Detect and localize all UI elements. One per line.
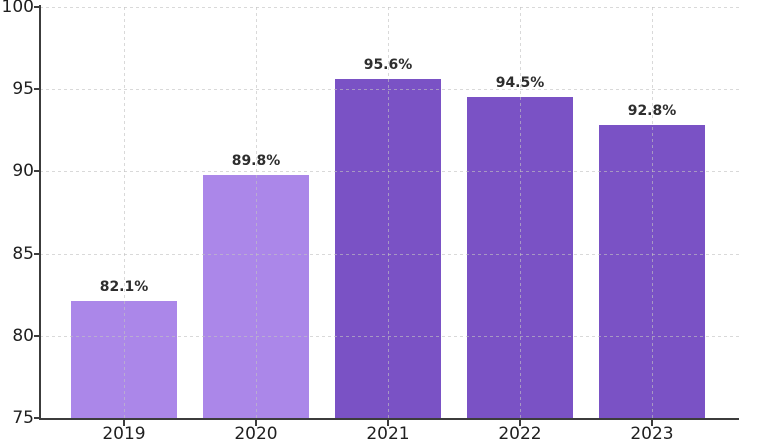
y-tick-mark	[34, 88, 40, 90]
x-gridline	[256, 7, 257, 418]
y-tick-mark	[34, 417, 40, 419]
y-gridline	[40, 7, 739, 8]
x-axis-spine	[39, 418, 739, 420]
x-axis-tick-label: 2019	[102, 424, 146, 444]
x-gridline	[124, 7, 125, 418]
y-tick-mark	[34, 335, 40, 337]
bar-value-label: 89.8%	[231, 153, 281, 169]
x-tick-mark	[255, 420, 257, 426]
x-gridline	[520, 7, 521, 418]
y-axis-tick-label: 95	[12, 79, 34, 99]
x-axis-tick-label: 2022	[498, 424, 542, 444]
y-gridline	[40, 254, 739, 255]
y-axis-spine	[39, 5, 41, 420]
y-axis-tick-label: 90	[12, 161, 34, 181]
y-tick-mark	[34, 6, 40, 8]
y-axis-tick-label: 75	[12, 408, 34, 428]
y-gridline	[40, 336, 739, 337]
x-axis-tick-label: 2023	[630, 424, 674, 444]
x-axis-tick-label: 2020	[234, 424, 278, 444]
x-axis-tick-label: 2021	[366, 424, 410, 444]
y-tick-mark	[34, 253, 40, 255]
x-tick-mark	[123, 420, 125, 426]
x-gridline	[388, 7, 389, 418]
y-axis-tick-label: 100	[1, 0, 34, 17]
y-gridline	[40, 89, 739, 90]
bar-value-label: 94.5%	[495, 75, 545, 91]
y-axis-tick-label: 85	[12, 244, 34, 264]
bar-value-label: 92.8%	[627, 103, 677, 119]
y-axis-tick-label: 80	[12, 326, 34, 346]
bar-value-label: 82.1%	[99, 279, 149, 295]
x-tick-mark	[387, 420, 389, 426]
y-gridline	[40, 171, 739, 172]
x-gridline	[652, 7, 653, 418]
x-tick-mark	[519, 420, 521, 426]
y-tick-mark	[34, 170, 40, 172]
bar-value-label: 95.6%	[363, 57, 413, 73]
x-tick-mark	[651, 420, 653, 426]
